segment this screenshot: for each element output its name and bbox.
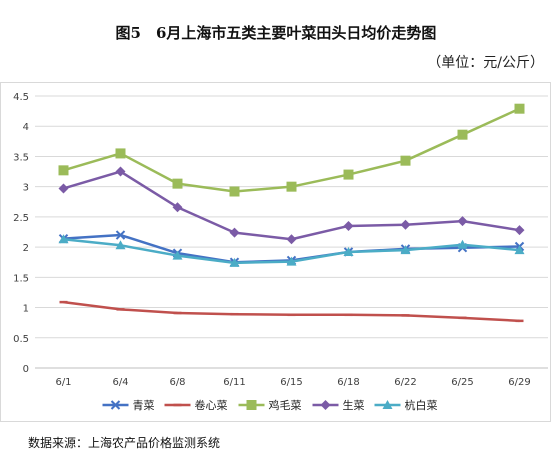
data-point xyxy=(343,169,354,180)
y-tick-label: 0 xyxy=(23,364,29,375)
series-2 xyxy=(59,300,524,323)
x-tick-label: 6/1 xyxy=(55,377,71,388)
y-tick-label: 2.5 xyxy=(13,213,29,224)
y-tick-label: 4.5 xyxy=(13,92,29,103)
y-tick-label: 3.5 xyxy=(13,152,29,163)
x-axis-ticks: 6/1 6/4 6/8 6/11 6/15 6/18 6/22 6/25 6/29 xyxy=(55,377,530,388)
data-point xyxy=(514,103,525,114)
series-lines xyxy=(58,103,525,323)
data-point xyxy=(457,239,468,249)
data-point xyxy=(457,216,468,227)
legend-marker xyxy=(110,400,121,410)
legend-label: 生菜 xyxy=(343,398,365,412)
data-point xyxy=(58,165,69,176)
legend-label: 鸡毛菜 xyxy=(269,398,302,412)
x-tick-label: 6/11 xyxy=(223,377,245,388)
chart-frame: 0 0.5 1 1.5 2 2.5 3 3.5 4 4.5 6/1 6/4 6/8 6/11 6/15 6/… xyxy=(0,82,551,422)
legend-label: 青菜 xyxy=(133,399,155,412)
data-point xyxy=(115,230,126,240)
data-point xyxy=(457,129,468,140)
y-tick-label: 3 xyxy=(23,183,29,194)
data-point xyxy=(286,234,297,245)
data-point xyxy=(58,183,69,194)
data-point xyxy=(58,234,69,244)
data-point xyxy=(115,148,126,159)
data-point xyxy=(229,227,240,238)
x-tick-label: 6/29 xyxy=(508,377,530,388)
legend-item: 鸡毛菜 xyxy=(238,398,302,412)
legend-marker xyxy=(382,400,393,409)
x-tick-label: 6/22 xyxy=(394,377,416,388)
series-4 xyxy=(58,166,525,245)
chart-title: 图5 6月上海市五类主要叶菜田头日均价走势图 xyxy=(115,24,437,42)
data-point xyxy=(514,225,525,236)
data-point xyxy=(400,155,411,166)
line-chart: 00.511.522.533.544.5 6/1 6/4 6/8 6/11 6/15 6/… xyxy=(13,92,548,412)
y-tick-label: 1 xyxy=(23,304,29,315)
legend: 青菜 卷心菜 鸡毛菜 生菜 杭白菜 xyxy=(102,398,438,412)
x-tick-label: 6/8 xyxy=(169,377,185,388)
legend-label: 杭白菜 xyxy=(405,398,438,412)
legend-marker xyxy=(320,400,331,410)
x-tick-label: 6/25 xyxy=(451,377,473,388)
data-point xyxy=(343,246,354,256)
legend-item: 杭白菜 xyxy=(374,398,438,412)
series-5 xyxy=(58,234,525,267)
legend-item: 卷心菜 xyxy=(164,398,228,412)
y-tick-label: 4 xyxy=(23,122,29,133)
legend-item: 青菜 xyxy=(102,399,155,412)
unit-label: （单位：元/公斤） xyxy=(427,55,544,71)
data-point xyxy=(115,240,126,250)
data-point xyxy=(400,245,411,255)
data-point xyxy=(172,250,183,260)
data-point xyxy=(172,178,183,189)
series-line xyxy=(63,300,520,323)
data-point xyxy=(343,220,354,231)
x-tick-label: 6/15 xyxy=(280,377,302,388)
data-point xyxy=(229,186,240,197)
y-tick-label: 2 xyxy=(23,243,29,254)
series-3 xyxy=(58,103,525,197)
legend-marker xyxy=(246,400,257,410)
data-point xyxy=(115,166,126,177)
data-point xyxy=(172,202,183,213)
legend-label: 卷心菜 xyxy=(195,398,228,412)
data-point xyxy=(514,245,525,255)
y-tick-label: 1.5 xyxy=(13,273,29,284)
grid-lines xyxy=(35,95,548,369)
legend-item: 生菜 xyxy=(312,398,365,412)
y-axis-ticks: 0 0.5 1 1.5 2 2.5 3 3.5 4 4.5 xyxy=(13,92,29,375)
data-point xyxy=(286,256,297,266)
data-point xyxy=(400,219,411,230)
data-point xyxy=(286,181,297,192)
data-point xyxy=(229,257,240,267)
x-tick-label: 6/18 xyxy=(337,377,359,388)
y-tick-label: 0.5 xyxy=(13,334,29,345)
data-source-note: 数据来源：上海农产品价格监测系统 xyxy=(28,436,221,450)
x-tick-label: 6/4 xyxy=(112,377,128,388)
